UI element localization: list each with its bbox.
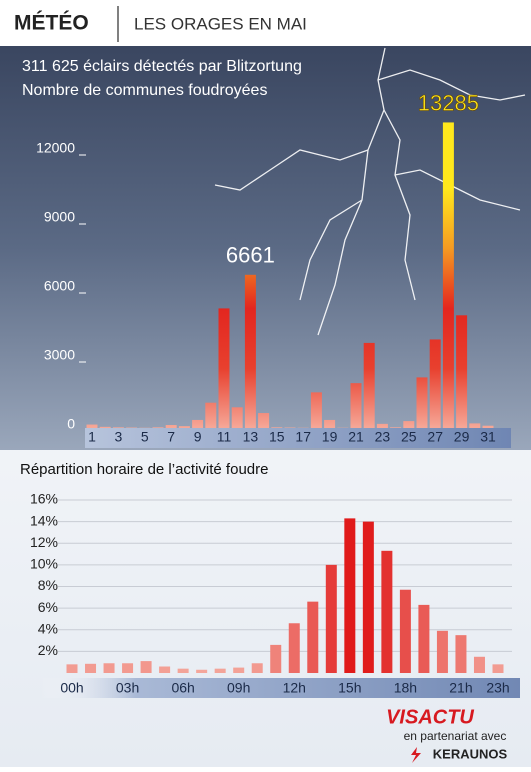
bar (232, 407, 243, 428)
bar (344, 518, 355, 673)
x-tick-label: 11 (217, 429, 232, 445)
x-tick-label: 3 (115, 429, 123, 445)
bar (430, 339, 441, 428)
y-tick-label: 9000 (44, 209, 75, 225)
chart-subtitle: Nombre de communes foudroyées (22, 82, 267, 99)
bar (122, 663, 133, 673)
bar (245, 275, 256, 428)
bar (307, 602, 318, 673)
bar (418, 605, 429, 673)
x-tick-label: 5 (141, 429, 149, 445)
x-tick-label: 00h (60, 680, 83, 696)
bar (258, 413, 269, 428)
y-tick-label: 16% (30, 491, 58, 507)
y-tick-label: 6000 (44, 278, 75, 294)
x-tick-label: 21h (449, 680, 472, 696)
x-tick-label: 31 (480, 429, 496, 445)
bar (67, 664, 78, 673)
bar (141, 661, 152, 673)
y-tick-label: 0 (67, 416, 75, 432)
bar (483, 426, 494, 428)
header-subtitle: LES ORAGES EN MAI (134, 14, 307, 33)
x-tick-label: 21 (348, 429, 364, 445)
bar (233, 668, 244, 673)
x-tick-label: 19 (322, 429, 338, 445)
y-tick-label: 12% (30, 534, 58, 550)
x-tick-label: 23 (375, 429, 391, 445)
y-tick-label: 3000 (44, 347, 75, 363)
x-tick-label: 23h (486, 680, 509, 696)
bar (469, 423, 480, 428)
bar (219, 308, 230, 428)
y-tick-label: 2% (38, 642, 58, 658)
partner-name: KERAUNOS (433, 746, 508, 761)
bar (493, 664, 504, 673)
brand-logo: VISACTU (386, 706, 474, 728)
x-tick-label: 1 (88, 429, 96, 445)
bar (159, 667, 170, 673)
x-tick-label: 9 (194, 429, 202, 445)
x-tick-label: 09h (227, 680, 250, 696)
x-tick-label: 27 (427, 429, 443, 445)
bar (289, 623, 300, 673)
x-tick-label: 18h (394, 680, 417, 696)
y-tick-label: 10% (30, 556, 58, 572)
x-tick-label: 13 (243, 429, 259, 445)
chart-title: Répartition horaire de l’activité foudre (20, 461, 268, 478)
value-label: 13285 (418, 90, 479, 115)
bar (215, 669, 226, 673)
bar (104, 663, 115, 673)
bar (192, 420, 203, 428)
bar (252, 663, 263, 673)
bar (377, 424, 388, 428)
bar (205, 403, 216, 428)
bar (437, 631, 448, 673)
bar (403, 421, 414, 428)
bar (196, 670, 207, 673)
bar (166, 425, 177, 428)
y-tick-label: 8% (38, 577, 58, 593)
bar (311, 392, 322, 428)
chart-title: 311 625 éclairs détectés par Blitzortung (22, 58, 302, 75)
x-tick-label: 12h (283, 680, 306, 696)
y-tick-label: 4% (38, 620, 58, 636)
x-tick-label: 15h (338, 680, 361, 696)
x-tick-label: 03h (116, 680, 139, 696)
bar (179, 426, 190, 428)
bar (270, 645, 281, 673)
bar (351, 383, 362, 428)
bar (443, 122, 454, 428)
bar (417, 377, 428, 428)
x-tick-label: 25 (401, 429, 417, 445)
bar (364, 343, 375, 428)
bar (87, 425, 98, 428)
bar (474, 657, 485, 673)
bar (381, 551, 392, 673)
x-tick-label: 15 (269, 429, 285, 445)
bar (324, 420, 335, 428)
value-label: 6661 (226, 243, 275, 268)
bar (85, 664, 96, 673)
bar (400, 590, 411, 673)
bar (326, 565, 337, 673)
bar (178, 669, 189, 673)
bar (100, 427, 111, 428)
y-tick-label: 6% (38, 599, 58, 615)
bar (363, 522, 374, 673)
x-tick-label: 7 (167, 429, 175, 445)
x-tick-label: 29 (454, 429, 470, 445)
header-title: MÉTÉO (14, 12, 89, 35)
partner-text: en partenariat avec (404, 729, 507, 743)
bar (456, 315, 467, 428)
x-tick-label: 06h (171, 680, 194, 696)
x-axis-band (40, 678, 520, 698)
bar (153, 427, 164, 428)
y-tick-label: 14% (30, 512, 58, 528)
y-tick-label: 12000 (36, 140, 75, 156)
bar (390, 427, 401, 428)
bar (455, 635, 466, 673)
x-tick-label: 17 (295, 429, 311, 445)
